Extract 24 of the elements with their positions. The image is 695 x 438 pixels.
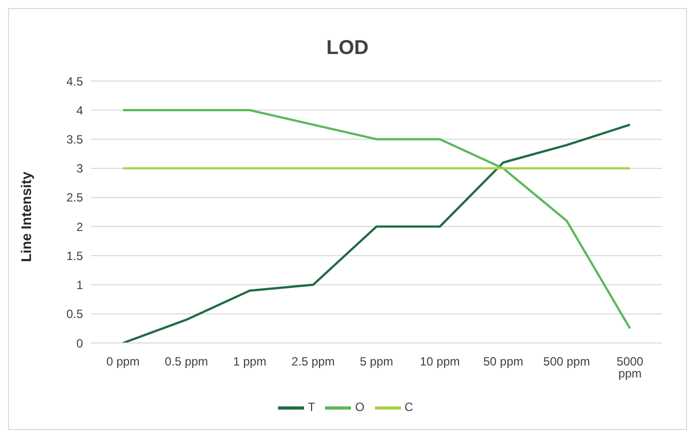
y-tick-label: 1.5 bbox=[66, 248, 84, 263]
x-tick-label: 5000 ppm bbox=[616, 354, 644, 381]
x-tick-label: 0.5 ppm bbox=[164, 354, 208, 369]
x-tick-label: 1 ppm bbox=[233, 354, 266, 369]
y-tick-label: 3 bbox=[76, 162, 84, 176]
x-tick-label: 10 ppm bbox=[420, 354, 460, 369]
x-tick-label: 500 ppm bbox=[543, 354, 590, 369]
y-axis-title: Line Intensity bbox=[18, 172, 34, 262]
x-tick-label: 50 ppm bbox=[483, 354, 524, 369]
x-tick-label: 2.5 ppm bbox=[291, 354, 335, 369]
y-tick-label: 0.5 bbox=[66, 307, 84, 322]
y-tick-label: 3.5 bbox=[66, 132, 84, 146]
chart-title: LOD bbox=[325, 37, 370, 60]
y-tick-label: 2.5 bbox=[66, 190, 84, 205]
legend-label: O bbox=[355, 400, 364, 414]
legend-label: T bbox=[308, 400, 316, 414]
y-tick-label: 4.5 bbox=[66, 74, 84, 88]
y-tick-label: 0 bbox=[76, 336, 84, 350]
y-tick-label: 4 bbox=[76, 103, 84, 118]
x-tick-label: 0 ppm bbox=[106, 354, 140, 369]
y-tick-label: 2 bbox=[76, 220, 84, 234]
y-tick-label: 1 bbox=[76, 278, 84, 292]
legend-label: C bbox=[404, 400, 414, 414]
x-tick-label: 5 ppm bbox=[360, 354, 394, 369]
